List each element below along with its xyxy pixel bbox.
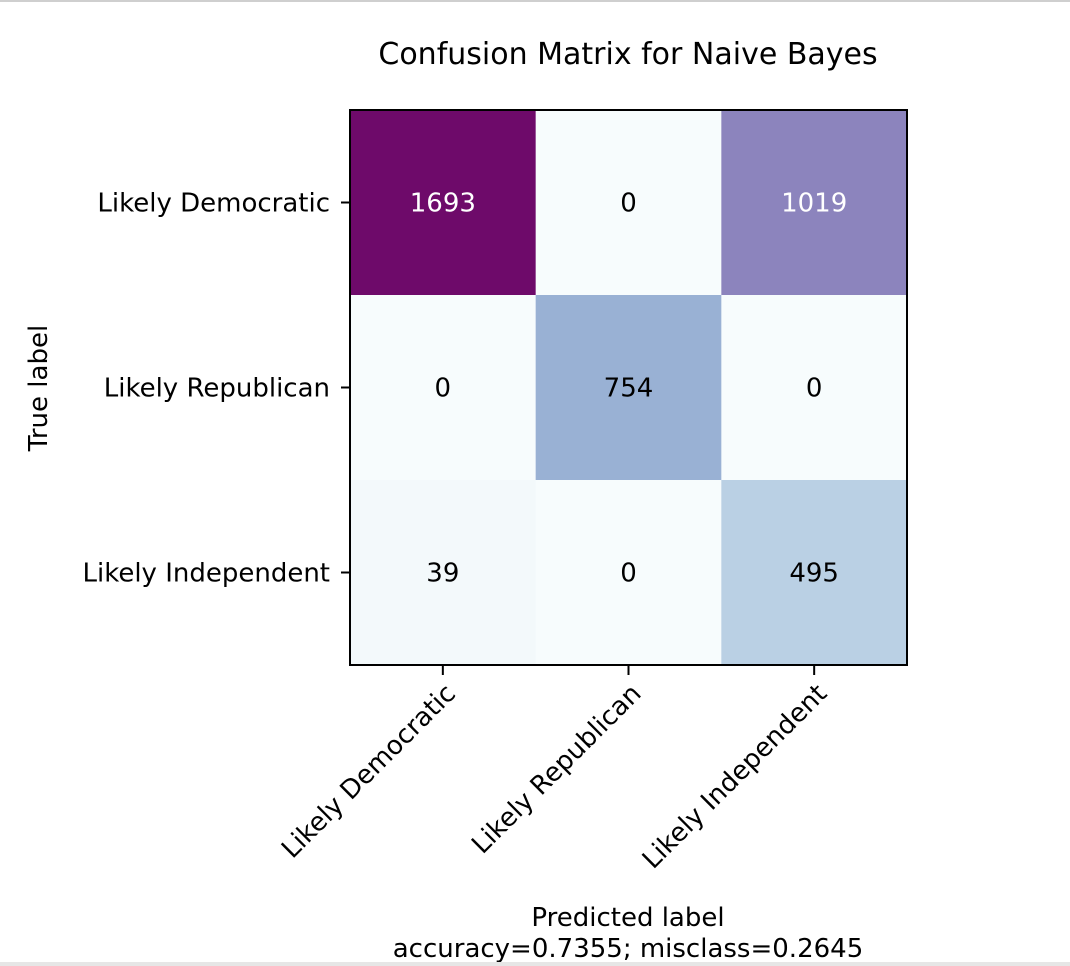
matrix-cells bbox=[350, 110, 908, 666]
matrix-cell-r2-c0 bbox=[350, 480, 537, 666]
matrix-cell-r1-c1 bbox=[535, 295, 722, 481]
window-bottom-strip bbox=[0, 962, 1070, 966]
matrix-cell-value-r2-c0: 39 bbox=[426, 559, 459, 589]
matrix-cell-r2-c2 bbox=[721, 480, 908, 666]
y-tick-label: Likely Democratic bbox=[97, 189, 330, 219]
x-tick-label: Likely Republican bbox=[466, 679, 647, 860]
accuracy-note: accuracy=0.7355; misclass=0.2645 bbox=[393, 934, 864, 962]
matrix-cell-r2-c1 bbox=[535, 480, 722, 666]
matrix-cell-value-r0-c1: 0 bbox=[620, 189, 637, 219]
matrix-cell-r1-c2 bbox=[721, 295, 908, 481]
x-tick-label: Likely Independent bbox=[637, 679, 833, 875]
x-axis-label: Predicted label bbox=[531, 903, 724, 933]
y-axis-ticks: Likely Democratic Likely Republican Likely… bbox=[82, 189, 350, 589]
matrix-cell-value-r2-c1: 0 bbox=[620, 559, 637, 589]
x-tick-label: Likely Democratic bbox=[276, 679, 462, 865]
y-axis-label: True label bbox=[24, 325, 54, 452]
matrix-cell-value-r1-c1: 754 bbox=[604, 374, 654, 404]
matrix-cell-value-r1-c0: 0 bbox=[435, 374, 452, 404]
matrix-cell-value-r0-c2: 1019 bbox=[781, 189, 847, 219]
matrix-cell-labels: 1693 0 1019 0 754 0 39 0 495 bbox=[410, 189, 848, 589]
matrix-cell-r0-c0 bbox=[350, 110, 537, 296]
matrix-cell-value-r2-c2: 495 bbox=[789, 559, 839, 589]
matrix-cell-r1-c0 bbox=[350, 295, 537, 481]
matrix-cell-r0-c2 bbox=[721, 110, 908, 296]
x-axis-ticks: Likely Democratic Likely RepublicanLikely… bbox=[276, 665, 833, 875]
window-top-border bbox=[0, 0, 1070, 2]
y-tick-label: Likely Republican bbox=[104, 374, 330, 404]
y-tick-label: Likely Independent bbox=[82, 559, 330, 589]
matrix-cell-r0-c1 bbox=[535, 110, 722, 296]
matrix-cell-value-r0-c0: 1693 bbox=[410, 189, 476, 219]
chart-title: Confusion Matrix for Naive Bayes bbox=[378, 37, 877, 72]
matrix-cell-value-r1-c2: 0 bbox=[806, 374, 823, 404]
